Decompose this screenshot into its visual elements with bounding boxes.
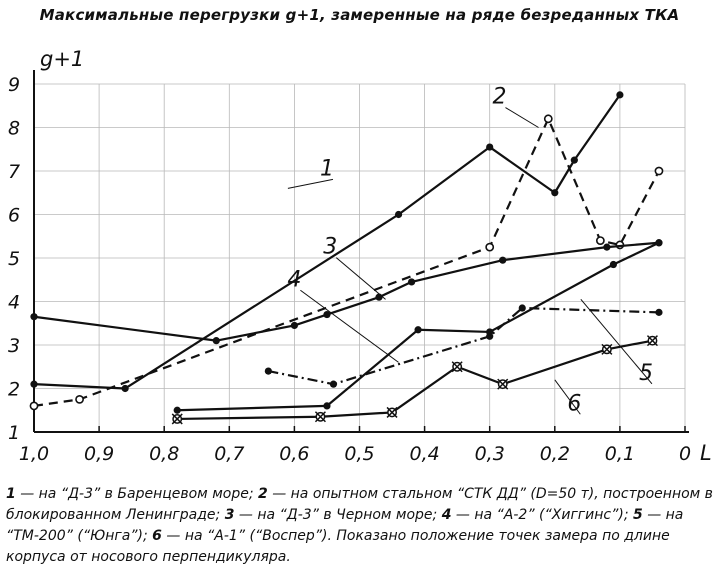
series-3-point — [212, 337, 220, 345]
x-tick-label: 0,3 — [475, 443, 505, 465]
caption-num-2: 2 — [258, 486, 268, 502]
caption-num-6: 6 — [152, 528, 162, 544]
leader-line-6 — [554, 379, 581, 415]
overload-chart: 1,0 0,9 0,8 0,7 0,6 0,5 0,4 0,3 0,2 0,1 0123456789… — [8, 47, 712, 465]
series-1-point — [616, 91, 624, 99]
series-4-point — [329, 380, 338, 388]
point-cross — [646, 335, 658, 347]
y-tick-label: 7 — [8, 161, 20, 183]
point-cross — [386, 406, 398, 418]
curve-label-1: 1 — [320, 156, 334, 181]
caption-num-1: 1 — [6, 486, 16, 502]
caption-num-3: 3 — [224, 507, 235, 523]
series-6-point — [646, 335, 658, 347]
x-tick-label: 0,6 — [279, 443, 309, 465]
y-tick-label: 1 — [8, 422, 20, 444]
series-3-point — [375, 293, 383, 301]
series-3-point — [30, 313, 38, 321]
series-4-point — [655, 308, 663, 316]
y-axis-label: g+1 — [40, 47, 84, 71]
leader-line-3 — [335, 257, 386, 300]
curve-label-5: 5 — [639, 361, 653, 386]
series-5-point — [486, 328, 494, 336]
series-6-point — [171, 413, 183, 425]
series-2-point — [485, 242, 495, 252]
figure-caption: 1 — на “Д-3” в Баренцевом море; 2 — на о… — [6, 484, 714, 568]
caption-text-5: — на “ТМ-200” (“Юнга”); — [6, 507, 684, 544]
curve-label-3: 3 — [323, 235, 337, 260]
series-2-point — [543, 114, 553, 124]
series-6-point — [601, 343, 613, 355]
x-tick-label: 0,7 — [214, 443, 244, 465]
series-line-4 — [268, 306, 659, 386]
curve-label-2: 2 — [492, 85, 506, 110]
series-2-point — [595, 236, 605, 245]
y-tick-label: 6 — [8, 205, 20, 227]
series-6-point — [451, 361, 463, 373]
y-tick-label: 4 — [8, 292, 20, 314]
labels-group: 1,0 0,9 0,8 0,7 0,6 0,5 0,4 0,3 0,2 0,1 0123456789… — [8, 47, 712, 465]
x-tick-label: 0,2 — [540, 443, 570, 465]
x-tick-label: 1,0 — [19, 443, 49, 465]
series-5-point — [414, 326, 422, 334]
leader-line-5 — [580, 299, 653, 385]
series-6-point — [386, 406, 398, 418]
series-1-point — [570, 156, 578, 164]
leader-line-1 — [287, 178, 334, 189]
chart-title: Максимальные перегрузки g+1, замеренные … — [39, 6, 680, 24]
point-cross — [497, 378, 509, 390]
series-2-point — [29, 401, 39, 411]
point-cross — [314, 411, 326, 423]
x-tick-label: 0,1 — [605, 443, 635, 465]
curve-label-6: 6 — [567, 391, 581, 416]
series-6-point — [314, 411, 326, 423]
x-tick-label: 0,4 — [409, 443, 439, 465]
x-tick-label: 0,9 — [84, 443, 114, 465]
x-tick-label: 0,5 — [344, 443, 374, 465]
series-3-point — [603, 243, 611, 251]
series-5-point — [609, 260, 617, 269]
series-6-point — [497, 378, 509, 390]
caption-text-6: — на “А-1” (“Воспер”). Показано положени… — [6, 528, 670, 565]
caption-num-4: 4 — [441, 507, 452, 523]
caption-text-2: — на опытном стальном “СТК ДД” (D=50 т),… — [6, 486, 713, 523]
series-1-point — [30, 380, 38, 388]
series-1-point — [551, 189, 559, 197]
x-tick-label: 0,8 — [149, 443, 179, 465]
y-tick-label: 8 — [8, 118, 20, 140]
series-5-point — [323, 402, 331, 410]
series-2-point — [75, 394, 84, 404]
point-cross — [451, 361, 463, 373]
series-4-point — [264, 367, 272, 375]
x-axis-label: L — [700, 441, 712, 465]
axes — [33, 70, 689, 433]
leader-line-4 — [300, 289, 399, 363]
series-3-point — [290, 321, 298, 330]
caption-text-4: — на “А-2” (“Хиггинс”); — [451, 507, 633, 523]
caption-text-1: — на “Д-3” в Баренцевом море; — [15, 486, 258, 502]
series-5-point — [655, 239, 663, 247]
leader-line-2 — [505, 107, 539, 128]
series-1-point — [121, 384, 129, 393]
y-tick-label: 5 — [8, 248, 20, 270]
series-3-point — [407, 278, 416, 286]
caption-num-5: 5 — [633, 507, 643, 523]
y-tick-label: 9 — [8, 74, 20, 96]
series-3-point — [323, 310, 331, 319]
point-cross — [171, 413, 183, 425]
point-cross — [601, 343, 613, 355]
series-3-point — [499, 256, 507, 264]
y-tick-label: 3 — [8, 335, 20, 357]
y-tick-label: 2 — [8, 379, 20, 401]
series-1-point — [394, 210, 403, 219]
x-tick-label: 0 — [679, 443, 691, 465]
series-4-point — [518, 304, 526, 312]
series-1-point — [486, 143, 494, 151]
series-line-5 — [177, 241, 660, 412]
series-2-point — [654, 166, 664, 176]
series-group — [29, 91, 664, 425]
caption-text-3: — на “Д-3” в Черном море; — [234, 507, 442, 523]
series-5-point — [173, 406, 181, 414]
curve-label-4: 4 — [287, 267, 301, 292]
